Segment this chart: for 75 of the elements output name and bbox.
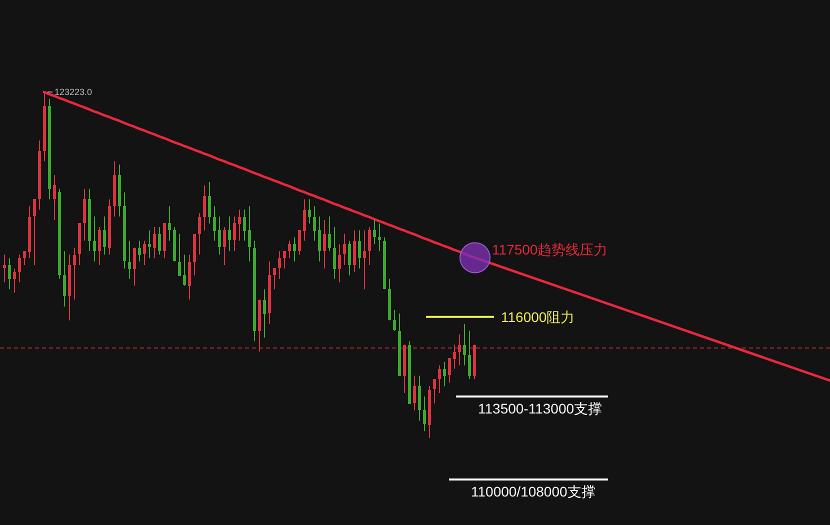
candlestick — [438, 364, 441, 394]
candlestick — [223, 226, 226, 266]
annotation: 123223.0 — [54, 87, 92, 97]
candlestick — [283, 250, 286, 269]
candlestick — [393, 309, 396, 332]
candlestick — [348, 240, 351, 276]
candlestick — [413, 375, 416, 411]
candlestick — [248, 206, 251, 262]
candlestick — [468, 330, 471, 380]
candlestick — [98, 226, 101, 266]
candlestick — [208, 181, 211, 224]
candlestick — [188, 254, 191, 300]
candlestick — [298, 230, 301, 256]
candlestick — [363, 230, 366, 290]
candlestick — [338, 244, 341, 283]
candlestick — [138, 240, 141, 262]
candlestick — [318, 216, 321, 262]
candlestick — [443, 361, 446, 387]
candlestick — [378, 222, 381, 252]
candlestick — [453, 344, 456, 370]
candlestick — [18, 254, 21, 283]
candlestick — [103, 216, 106, 256]
candlestick — [238, 209, 241, 242]
candlestick — [53, 174, 56, 221]
ref-line-label: 116000阻力 — [501, 308, 575, 325]
candlestick — [263, 288, 266, 338]
candlestick — [183, 254, 186, 286]
candlestick — [423, 396, 426, 432]
candlestick — [293, 236, 296, 262]
candlestick — [278, 250, 281, 280]
candlestick — [328, 216, 331, 252]
text: 117500趋势线压力 — [492, 242, 608, 258]
candlestick — [233, 216, 236, 252]
candlestick — [8, 258, 11, 290]
candlestick — [3, 254, 6, 283]
candlestick — [418, 375, 421, 422]
ref-line-label: 110000/108000支撑 — [471, 484, 596, 500]
candlestick — [458, 334, 461, 366]
candlestick — [178, 233, 181, 276]
candlestick — [368, 226, 371, 266]
candlestick — [168, 206, 171, 242]
candlestick — [13, 268, 16, 294]
ref-line-label: 113500-113000支撑 — [478, 400, 602, 416]
candlestick — [373, 220, 376, 245]
candlestick — [353, 230, 356, 272]
candlestick — [133, 247, 136, 286]
candlestick — [213, 206, 216, 242]
candlestick — [228, 216, 231, 252]
candlestick — [128, 240, 131, 280]
candlestick — [23, 250, 26, 266]
candlestick — [158, 226, 161, 256]
candlestick — [33, 198, 36, 266]
candlestick — [243, 209, 246, 242]
candlestick — [323, 220, 326, 269]
candlestick — [203, 184, 206, 231]
candlestick — [303, 198, 306, 242]
candlestick — [433, 378, 436, 404]
candlestick — [83, 188, 86, 242]
candlestick — [93, 216, 96, 262]
candlestick — [358, 230, 361, 269]
candlestick — [448, 358, 451, 384]
candlestick — [63, 250, 66, 308]
candlestick — [273, 268, 276, 290]
candlestick — [333, 226, 336, 280]
candlestick — [343, 233, 346, 266]
candlestick — [308, 198, 311, 224]
candlestick — [218, 216, 221, 256]
candlestick — [313, 206, 316, 242]
candlestick — [143, 240, 146, 266]
candlestick — [148, 230, 151, 259]
candlestick — [153, 226, 156, 259]
candlestick — [288, 240, 291, 259]
candlestick — [463, 323, 466, 366]
candlestick — [73, 247, 76, 300]
candlestick — [198, 212, 201, 256]
